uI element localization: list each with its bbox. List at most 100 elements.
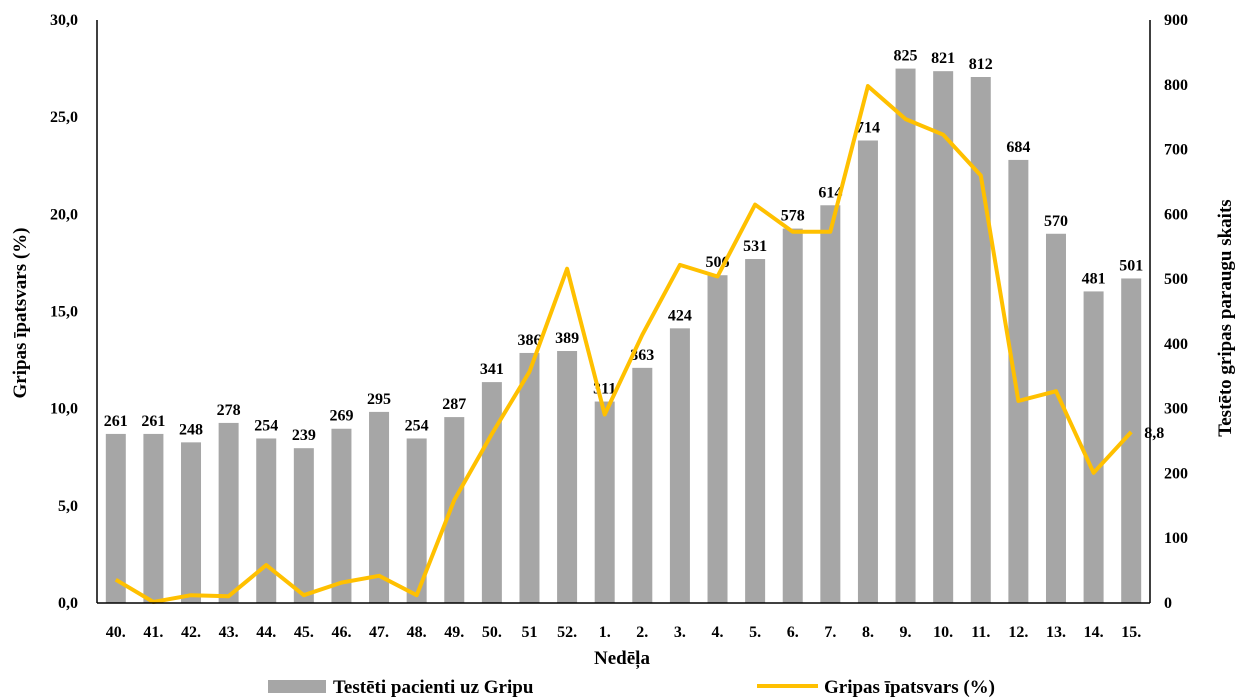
bar-10 xyxy=(933,71,954,604)
x-tick-label: 40. xyxy=(106,624,126,641)
bar-50 xyxy=(481,382,502,603)
bar-41 xyxy=(143,433,164,603)
bar-44 xyxy=(256,438,277,603)
x-tick-label: 15. xyxy=(1121,624,1141,641)
bar-value-label: 261 xyxy=(141,413,165,430)
x-tick-label: 50. xyxy=(482,624,502,641)
x-tick-label: 9. xyxy=(900,624,912,641)
bar-51 xyxy=(519,352,540,603)
bar-value-label: 248 xyxy=(179,421,203,438)
bar-value-label: 570 xyxy=(1044,213,1068,230)
right-y-tick-label: 100 xyxy=(1164,530,1188,547)
x-tick-label: 5. xyxy=(749,624,761,641)
axes xyxy=(96,20,1151,604)
bar-value-label: 501 xyxy=(1119,257,1143,274)
bar-value-label: 261 xyxy=(104,413,128,430)
x-tick-labels: 40. 41. 42. 43. 44. 45. 46. 47. 48. 49. 50. 51 52. 1.… xyxy=(106,624,1141,641)
bar-value-label: 239 xyxy=(292,427,316,444)
x-tick-label: 10. xyxy=(933,624,953,641)
x-tick-label: 41. xyxy=(143,624,163,641)
bar-series xyxy=(105,68,1142,604)
legend: Testēti pacienti uz Gripu Gripas īpatsva… xyxy=(268,677,995,697)
bar-6 xyxy=(782,228,803,603)
bar-2 xyxy=(632,367,653,603)
x-tick-label: 52. xyxy=(557,624,577,641)
legend-line-label: Gripas īpatsvars (%) xyxy=(824,677,995,697)
bar-value-label: 386 xyxy=(517,332,541,349)
x-tick-label: 4. xyxy=(712,624,724,641)
bar-value-label: 278 xyxy=(217,402,241,419)
line-series: 8,8 xyxy=(114,84,1164,604)
x-tick-label: 51 xyxy=(521,624,537,641)
bar-value-label: 825 xyxy=(894,48,918,65)
x-tick-label: 49. xyxy=(444,624,464,641)
right-y-tick-label: 200 xyxy=(1164,465,1188,482)
right-y-tick-label: 400 xyxy=(1164,336,1188,353)
x-tick-label: 2. xyxy=(636,624,648,641)
right-y-tick-label: 600 xyxy=(1164,206,1188,223)
x-tick-label: 43. xyxy=(219,624,239,641)
right-y-axis-title: Testēto gripas paraugu skaits xyxy=(1215,199,1236,436)
right-y-tick-label: 300 xyxy=(1164,401,1188,418)
bar-15 xyxy=(1121,278,1142,603)
x-tick-label: 13. xyxy=(1046,624,1066,641)
legend-bar-swatch xyxy=(268,680,326,693)
bar-48 xyxy=(406,438,427,603)
bar-47 xyxy=(369,411,390,603)
bar-value-label: 481 xyxy=(1082,270,1106,287)
bar-7 xyxy=(820,205,841,603)
x-tick-label: 42. xyxy=(181,624,201,641)
right-y-tick-label: 500 xyxy=(1164,271,1188,288)
bar-1 xyxy=(594,401,615,603)
bar-value-label: 812 xyxy=(969,56,993,73)
right-y-tick-label: 700 xyxy=(1164,142,1188,159)
x-tick-label: 8. xyxy=(862,624,874,641)
x-axis-title: Nedēļa xyxy=(594,648,650,669)
bar-value-label: 254 xyxy=(405,417,429,434)
left-y-tick-label: 20,0 xyxy=(50,206,78,223)
left-y-axis-title: Gripas īpatsvars (%) xyxy=(10,228,31,399)
left-y-tick-label: 30,0 xyxy=(50,12,78,29)
bar-4 xyxy=(707,275,728,603)
x-tick-label: 45. xyxy=(294,624,314,641)
right-y-tick-label: 800 xyxy=(1164,77,1188,94)
bar-value-label: 578 xyxy=(781,208,805,225)
bar-value-label: 341 xyxy=(480,361,504,378)
bar-45 xyxy=(293,448,314,603)
x-tick-label: 6. xyxy=(787,624,799,641)
bar-40 xyxy=(105,433,126,603)
x-tick-label: 11. xyxy=(971,624,990,641)
right-y-tick-label: 0 xyxy=(1164,595,1172,612)
left-y-tick-label: 5,0 xyxy=(58,498,78,515)
left-y-tick-label: 10,0 xyxy=(50,401,78,418)
bar-43 xyxy=(218,422,239,603)
bar-value-label: 254 xyxy=(254,417,278,434)
bar-14 xyxy=(1083,291,1104,603)
bar-value-label: 389 xyxy=(555,330,579,347)
legend-bar-label: Testēti pacienti uz Gripu xyxy=(333,677,534,697)
bar-value-label: 287 xyxy=(442,396,466,413)
right-y-tick-label: 900 xyxy=(1164,12,1188,29)
bar-13 xyxy=(1045,233,1066,603)
x-tick-label: 47. xyxy=(369,624,389,641)
bar-52 xyxy=(557,351,578,603)
x-tick-label: 3. xyxy=(674,624,686,641)
bar-11 xyxy=(970,77,991,603)
bar-42 xyxy=(181,442,202,603)
left-y-tick-labels: 0,0 5,0 10,0 15,0 20,0 25,0 30,0 xyxy=(50,12,78,612)
bar-46 xyxy=(331,428,352,603)
x-tick-label: 1. xyxy=(599,624,611,641)
bar-value-label: 821 xyxy=(931,50,955,67)
bar-value-label: 531 xyxy=(743,238,767,255)
bar-9 xyxy=(895,68,916,604)
bar-value-label: 295 xyxy=(367,391,391,408)
x-tick-label: 14. xyxy=(1084,624,1104,641)
bar-8 xyxy=(857,140,878,603)
x-tick-label: 7. xyxy=(824,624,836,641)
bar-value-label: 269 xyxy=(329,408,353,425)
bar-3 xyxy=(669,328,690,603)
line-path xyxy=(114,84,1133,604)
x-tick-label: 46. xyxy=(331,624,351,641)
bar-12 xyxy=(1008,159,1029,604)
